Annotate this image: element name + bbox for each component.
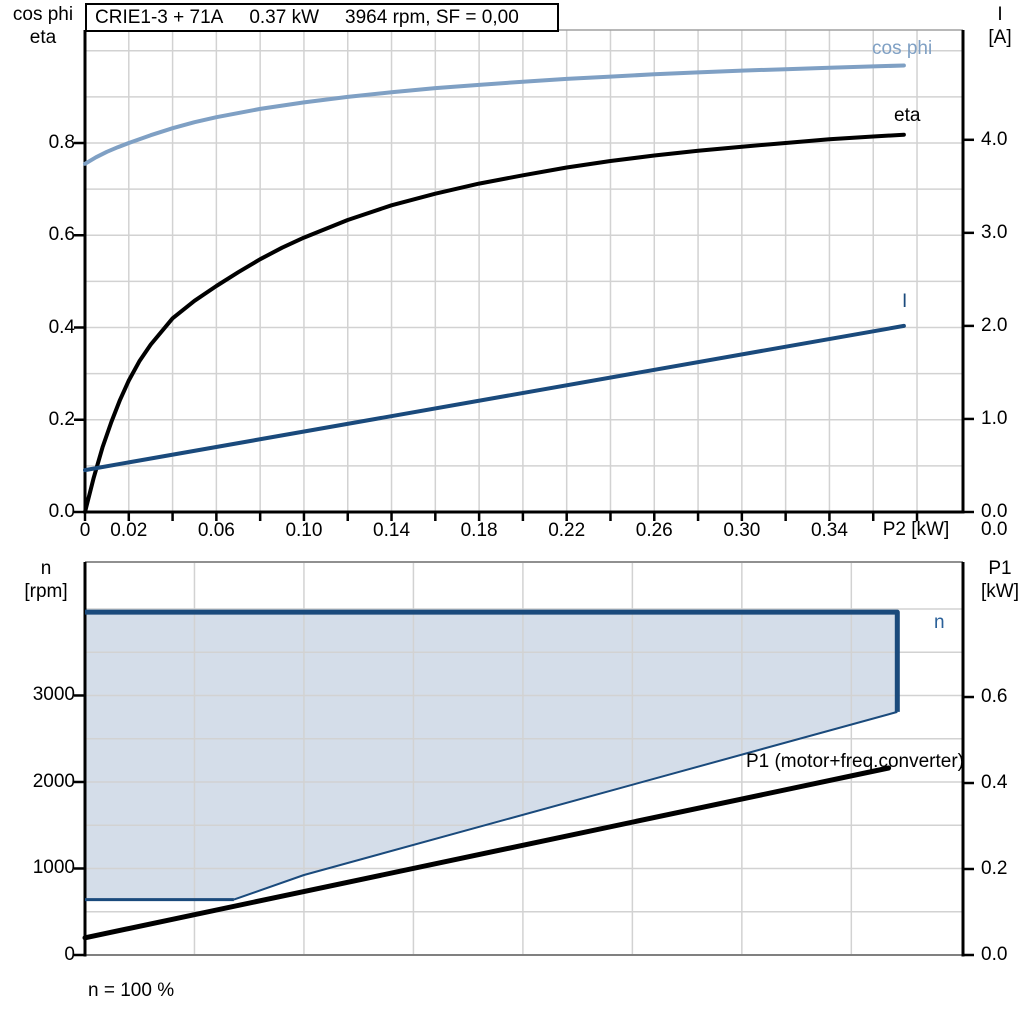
title-power-rating: 0.37 kW <box>249 6 320 28</box>
x-tick-label: 0.34 <box>810 520 848 541</box>
y-right-tick-label: 4.0 <box>981 128 1008 150</box>
y-right-tick-label: 0.0 <box>981 944 1008 965</box>
y-right-tick-label: 2.0 <box>981 314 1008 336</box>
x-tick-label: 0.10 <box>285 520 323 541</box>
y-left-tick-label: 0.2 <box>48 408 75 430</box>
x-tick-label: 0.18 <box>460 520 498 541</box>
axis-title-p1: P1 <box>988 558 1012 579</box>
y-right-tick-label: 0.0 <box>981 501 1008 522</box>
axis-title-n: n <box>40 558 52 579</box>
axis-title-eta: eta <box>29 27 57 48</box>
p1-curve-label: P1 (motor+freq.converter) <box>745 751 964 772</box>
x-tick-label: 0.26 <box>635 520 673 541</box>
y-left-tick-label: 3000 <box>32 684 75 706</box>
x-axis-title: P2 [kW] <box>882 519 950 540</box>
y-left-tick-label: 0.4 <box>48 316 75 338</box>
curve-label-eta: eta <box>894 105 921 126</box>
y-right-tick-label: 3.0 <box>981 221 1008 243</box>
envelope-label-n: n <box>934 612 945 633</box>
title-pump-model: CRIE1-3 + 71A <box>95 6 224 28</box>
y-left-tick-label: 0.6 <box>48 224 75 246</box>
curve-label-current: I <box>902 291 908 312</box>
y-right-tick-label: 0.2 <box>981 858 1008 879</box>
x-tick-label: 0.06 <box>197 520 235 541</box>
title-speed-sf: 3964 rpm, SF = 0,00 <box>345 6 519 28</box>
footnote-n-100: n = 100 % <box>88 980 175 1001</box>
axis-title-p1-unit: [kW] <box>981 581 1019 602</box>
x-tick-label: 0 <box>79 520 91 541</box>
y-left-tick-label: 2000 <box>32 770 75 792</box>
curve-label-cos-phi: cos phi <box>872 38 933 59</box>
x-tick-label: 0.22 <box>548 520 586 541</box>
bottom-right-axis-title: P1 [kW] <box>970 557 1024 603</box>
bottom-left-axis-title: n [rpm] <box>8 557 84 603</box>
right-axis-zero-label: 0.0 <box>981 519 1008 540</box>
axis-title-current: I <box>997 4 1003 25</box>
top-right-axis-title: I [A] <box>976 3 1024 49</box>
x-tick-label: 0.30 <box>723 520 761 541</box>
axis-title-cos-phi: cos phi <box>12 4 74 25</box>
y-left-tick-label: 1000 <box>32 857 75 879</box>
y-left-tick-label: 0 <box>64 944 75 965</box>
axis-title-current-unit: [A] <box>988 27 1012 48</box>
y-left-tick-label: 0.0 <box>48 501 75 522</box>
y-right-tick-label: 1.0 <box>981 407 1008 429</box>
axis-title-n-unit: [rpm] <box>24 581 68 602</box>
chart-title-box: CRIE1-3 + 71A 0.37 kW 3964 rpm, SF = 0,0… <box>85 3 559 32</box>
top-left-axis-title: cos phi eta <box>6 3 80 49</box>
x-tick-label: 0.14 <box>373 520 411 541</box>
y-right-tick-label: 0.4 <box>981 772 1008 793</box>
y-right-tick-label: 0.6 <box>981 686 1008 707</box>
x-tick-label: 0.02 <box>110 520 148 541</box>
y-left-tick-label: 0.8 <box>48 132 75 153</box>
